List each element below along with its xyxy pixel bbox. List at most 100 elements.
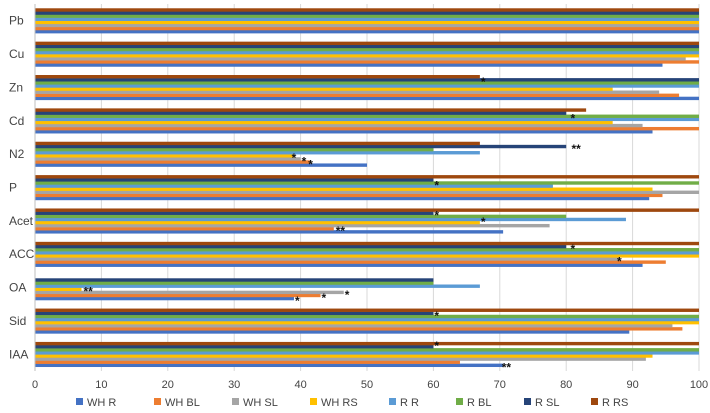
bar (35, 230, 504, 234)
bar (35, 311, 434, 316)
significance-marker: * (434, 178, 439, 192)
bar (35, 296, 294, 301)
significance-marker: * (308, 157, 313, 171)
bar (35, 23, 699, 28)
bar (35, 278, 434, 282)
legend-swatch (154, 398, 161, 405)
legend-label: WH SL (243, 397, 278, 409)
bar (35, 63, 663, 67)
x-tick-label: 0 (32, 379, 38, 391)
category-label: P (9, 181, 17, 195)
significance-marker: * (345, 288, 350, 302)
legend-label: WH R (87, 397, 116, 409)
legend-label: R BL (467, 397, 491, 409)
bar (35, 114, 699, 118)
bar (35, 317, 699, 322)
bar (35, 96, 699, 101)
x-tick-label: 40 (294, 379, 306, 391)
category-label: Zn (9, 80, 23, 94)
bar (35, 241, 699, 246)
significance-marker: ** (502, 361, 512, 375)
bar (35, 163, 367, 167)
bar (35, 57, 686, 61)
x-tick-label: 80 (560, 379, 572, 391)
significance-marker: ** (336, 224, 346, 238)
bar (35, 160, 311, 164)
significance-marker: * (617, 254, 622, 268)
x-tick-label: 60 (427, 379, 439, 391)
x-tick-label: 70 (494, 379, 506, 391)
bar (35, 248, 699, 252)
bar (35, 26, 699, 31)
bar (35, 78, 699, 82)
bar (35, 11, 699, 15)
bar (35, 154, 294, 158)
legend-swatch (389, 398, 396, 405)
bar (35, 360, 460, 364)
bar (35, 293, 321, 298)
legend-label: R SL (535, 397, 559, 409)
bar (35, 196, 650, 201)
bar (35, 41, 699, 46)
category-label: N2 (9, 147, 25, 161)
x-tick-label: 10 (95, 379, 107, 391)
significance-marker: * (481, 75, 486, 89)
bar (35, 126, 699, 131)
category-label: Sid (9, 314, 26, 328)
bar (35, 217, 626, 222)
bar (35, 111, 567, 115)
bars (35, 8, 699, 368)
category-label: Cu (9, 47, 24, 61)
bar (35, 44, 699, 49)
x-tick-label: 100 (690, 379, 708, 391)
bar (35, 363, 504, 368)
significance-marker: * (295, 294, 300, 308)
category-label: OA (9, 281, 26, 295)
significance-marker: * (322, 291, 327, 305)
significance-marker: ** (571, 142, 581, 156)
x-tick-label: 90 (626, 379, 638, 391)
bar (35, 287, 82, 291)
bar (35, 75, 480, 79)
significance-marker: * (434, 339, 439, 353)
category-label: IAA (9, 347, 28, 361)
bar (35, 260, 666, 264)
bar (35, 251, 699, 255)
bar (35, 184, 553, 188)
bar (35, 144, 567, 149)
legend-swatch (310, 398, 317, 405)
legend: WH R WH BL WH SL WH RS R R R BL R SL R RS (76, 397, 628, 409)
bar (35, 187, 653, 191)
category-label: ACC (9, 247, 35, 261)
bar (35, 29, 699, 34)
bar (35, 141, 480, 146)
bar (35, 354, 653, 358)
bar (35, 341, 699, 346)
bar (35, 220, 480, 225)
bar (35, 178, 434, 182)
bar (35, 320, 699, 325)
bar (35, 54, 699, 58)
legend-swatch (76, 398, 83, 405)
significance-marker: * (434, 209, 439, 223)
legend-swatch (456, 398, 463, 405)
bar (35, 14, 699, 18)
significance-marker: * (571, 242, 576, 256)
bar (35, 263, 643, 267)
legend-label: WH BL (165, 397, 200, 409)
bar (35, 211, 434, 215)
legend-label: WH RS (321, 397, 358, 409)
bar (35, 357, 646, 361)
bar (35, 87, 613, 91)
axes: 0 10 20 30 40 50 60 70 80 90 100 Pb Cu Zn Cd N2 P Acet ACC… (9, 4, 708, 391)
bar (35, 244, 567, 249)
bar (35, 157, 301, 161)
bar (35, 47, 699, 52)
significance-marker: ** (83, 285, 93, 299)
legend-label: R R (400, 397, 419, 409)
bar (35, 254, 699, 258)
bar (35, 351, 699, 355)
bar (35, 147, 434, 152)
